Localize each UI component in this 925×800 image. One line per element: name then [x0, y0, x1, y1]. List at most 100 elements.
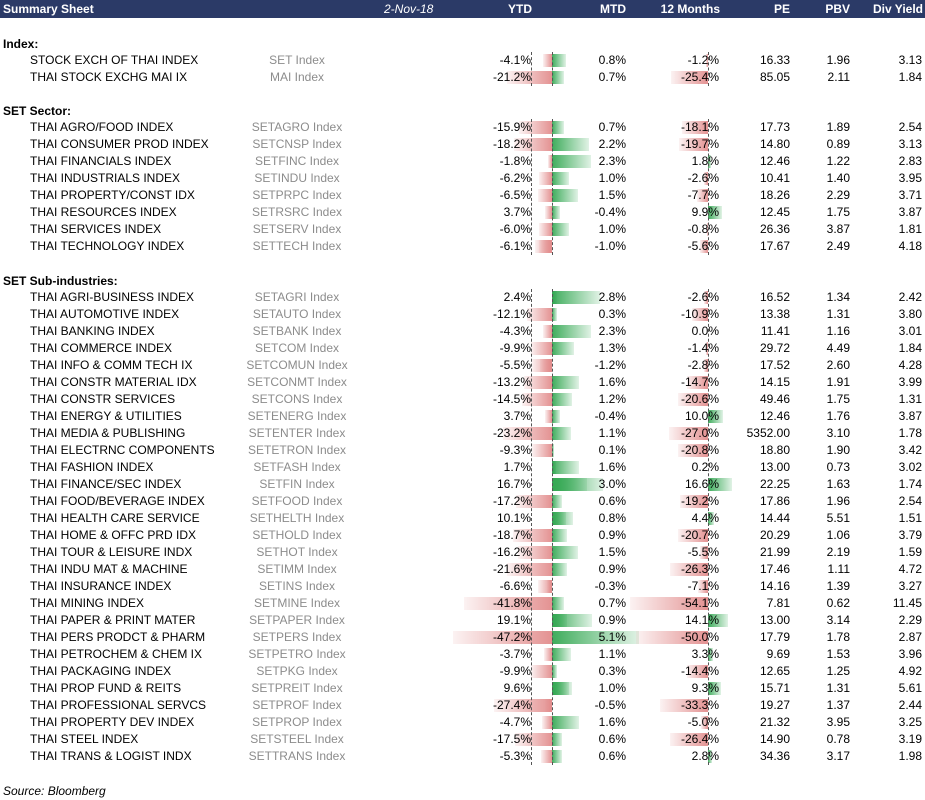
- index-name: THAI CONSUMER PROD INDEX: [30, 137, 209, 151]
- column-header-pbv: PBV: [825, 2, 850, 16]
- table-row: THAI RESOURCES INDEX SETRSRC Index 3.7% -0.…: [0, 204, 925, 221]
- pe-value: 12.45: [759, 205, 790, 219]
- pbv-value: 1.39: [826, 579, 850, 593]
- mtd-bar: [552, 461, 580, 474]
- mtd-bar: [552, 189, 578, 202]
- ytd-bar: [464, 597, 552, 610]
- index-name: THAI INDUSTRIALS INDEX: [30, 171, 181, 185]
- index-name: THAI MEDIA & PUBLISHING: [30, 426, 186, 440]
- mtd-bar: [552, 716, 580, 729]
- div-yield-value: 2.42: [898, 290, 922, 304]
- m12-bar: [681, 121, 708, 134]
- pbv-value: 1.31: [826, 307, 850, 321]
- mtd-value: 1.1%: [598, 647, 626, 661]
- mtd-zero-axis: [552, 289, 553, 765]
- index-name: THAI INSURANCE INDEX: [30, 579, 172, 593]
- twelve-month-value: -20.8%: [680, 443, 719, 457]
- twelve-month-value: -25.4%: [680, 70, 719, 84]
- twelve-month-value: -1.4%: [687, 341, 719, 355]
- index-name: THAI STEEL INDEX: [30, 732, 139, 746]
- m12-bar: [677, 529, 708, 542]
- ticker-symbol: SETCONS Index: [251, 392, 343, 406]
- table-row: THAI BANKING INDEX SETBANK Index -4.3% 2.3%…: [0, 323, 925, 340]
- m12-bar: [708, 512, 715, 525]
- mtd-bar: [545, 410, 552, 423]
- table-row: THAI CONSTR SERVICES SETCONS Index -14.5% 1…: [0, 391, 925, 408]
- pe-value: 21.32: [759, 715, 790, 729]
- mtd-value: -0.3%: [594, 579, 626, 593]
- m12-bar: [706, 54, 708, 67]
- div-yield-value: 2.29: [898, 613, 922, 627]
- pbv-value: 1.53: [826, 647, 850, 661]
- mtd-bar: [552, 393, 573, 406]
- ytd-zero-axis: [531, 289, 532, 765]
- mtd-value: 0.8%: [598, 511, 626, 525]
- pe-value: 9.69: [766, 647, 790, 661]
- ytd-value: -12.1%: [492, 307, 531, 321]
- index-name: THAI FOOD/BEVERAGE INDEX: [30, 494, 205, 508]
- pe-value: 20.29: [759, 528, 790, 542]
- ticker-symbol: SETPREIT Index: [251, 681, 343, 695]
- pe-value: 5352.00: [746, 426, 790, 440]
- twelve-month-value: -0.8%: [687, 222, 719, 236]
- m12-zero-axis: [708, 119, 709, 255]
- mtd-value: 0.9%: [598, 562, 626, 576]
- m12-bar: [704, 172, 708, 185]
- mtd-value: 0.6%: [598, 494, 626, 508]
- twelve-month-value: -14.7%: [680, 375, 719, 389]
- div-yield-value: 4.18: [898, 239, 922, 253]
- section-header: SET Sector:: [3, 104, 72, 118]
- ticker-symbol: SETENTER Index: [248, 426, 346, 440]
- ytd-value: -18.7%: [492, 528, 531, 542]
- ytd-bar: [526, 308, 552, 321]
- mtd-zero-axis: [552, 52, 553, 86]
- mtd-bar: [552, 172, 569, 185]
- div-yield-value: 2.44: [898, 698, 922, 712]
- ytd-value: -9.3%: [499, 443, 531, 457]
- pe-value: 16.52: [759, 290, 790, 304]
- column-header-mtd: MTD: [600, 2, 626, 16]
- m12-bar: [687, 665, 708, 678]
- ytd-value: -13.2%: [492, 375, 531, 389]
- m12-bar: [635, 631, 708, 644]
- ytd-value: -5.5%: [499, 358, 531, 372]
- ticker-symbol: SETHOT Index: [256, 545, 338, 559]
- ytd-bar: [531, 342, 552, 355]
- pbv-value: 1.75: [826, 205, 850, 219]
- mtd-value: 0.6%: [598, 749, 626, 763]
- pbv-value: 1.34: [826, 290, 850, 304]
- mtd-value: 0.8%: [598, 53, 626, 67]
- table-row: THAI HOME & OFFC PRD IDX SETHOLD Index -18…: [0, 527, 925, 544]
- pbv-value: 1.75: [826, 392, 850, 406]
- twelve-month-value: -26.3%: [680, 562, 719, 576]
- ticker-symbol: SETHOLD Index: [252, 528, 342, 542]
- index-name: THAI HEALTH CARE SERVICE: [30, 511, 200, 525]
- table-row: THAI COMMERCE INDEX SETCOM Index -9.9% 1.3%…: [0, 340, 925, 357]
- m12-bar: [679, 138, 708, 151]
- pbv-value: 1.96: [826, 494, 850, 508]
- pbv-value: 1.76: [826, 409, 850, 423]
- index-name: THAI COMMERCE INDEX: [30, 341, 173, 355]
- pe-value: 14.90: [759, 732, 790, 746]
- index-name: THAI ELECTRNC COMPONENTS: [30, 443, 215, 457]
- div-yield-value: 3.42: [898, 443, 922, 457]
- index-name: THAI PAPER & PRINT MATER: [30, 613, 196, 627]
- index-name: THAI FINANCE/SEC INDEX: [30, 477, 182, 491]
- pbv-value: 1.31: [826, 681, 850, 695]
- index-name: THAI ENERGY & UTILITIES: [30, 409, 182, 423]
- ticker-symbol: SETPAPER Index: [249, 613, 345, 627]
- ticker-symbol: SETCNSP Index: [252, 137, 342, 151]
- mtd-value: 0.9%: [598, 528, 626, 542]
- mtd-value: 0.6%: [598, 732, 626, 746]
- pe-value: 11.41: [760, 324, 790, 338]
- ticker-symbol: SETAGRO Index: [251, 120, 343, 134]
- table-row: THAI FINANCIALS INDEX SETFINC Index -1.8% 2…: [0, 153, 925, 170]
- pe-value: 17.86: [759, 494, 790, 508]
- mtd-value: 1.2%: [598, 392, 626, 406]
- mtd-bar: [545, 206, 552, 219]
- mtd-value: 1.6%: [598, 460, 626, 474]
- ytd-bar: [494, 699, 552, 712]
- mtd-value: -1.2%: [594, 358, 626, 372]
- mtd-bar: [552, 342, 575, 355]
- mtd-bar: [552, 138, 590, 151]
